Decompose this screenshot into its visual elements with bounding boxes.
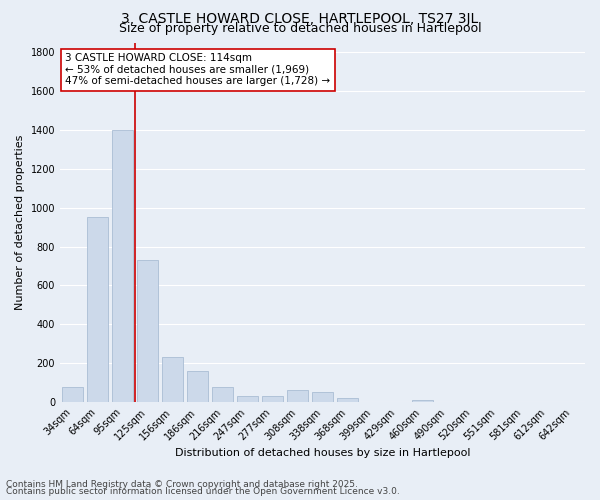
- Text: 3, CASTLE HOWARD CLOSE, HARTLEPOOL, TS27 3JL: 3, CASTLE HOWARD CLOSE, HARTLEPOOL, TS27…: [121, 12, 479, 26]
- Bar: [112, 130, 133, 402]
- Bar: [212, 386, 233, 402]
- X-axis label: Distribution of detached houses by size in Hartlepool: Distribution of detached houses by size …: [175, 448, 470, 458]
- Bar: [87, 218, 108, 402]
- Bar: [187, 371, 208, 402]
- Bar: [412, 400, 433, 402]
- Bar: [62, 386, 83, 402]
- Text: Contains public sector information licensed under the Open Government Licence v3: Contains public sector information licen…: [6, 487, 400, 496]
- Y-axis label: Number of detached properties: Number of detached properties: [15, 134, 25, 310]
- Bar: [137, 260, 158, 402]
- Bar: [262, 396, 283, 402]
- Bar: [237, 396, 258, 402]
- Bar: [312, 392, 333, 402]
- Text: Size of property relative to detached houses in Hartlepool: Size of property relative to detached ho…: [119, 22, 481, 35]
- Text: Contains HM Land Registry data © Crown copyright and database right 2025.: Contains HM Land Registry data © Crown c…: [6, 480, 358, 489]
- Bar: [337, 398, 358, 402]
- Bar: [162, 358, 183, 402]
- Bar: [287, 390, 308, 402]
- Text: 3 CASTLE HOWARD CLOSE: 114sqm
← 53% of detached houses are smaller (1,969)
47% o: 3 CASTLE HOWARD CLOSE: 114sqm ← 53% of d…: [65, 54, 331, 86]
